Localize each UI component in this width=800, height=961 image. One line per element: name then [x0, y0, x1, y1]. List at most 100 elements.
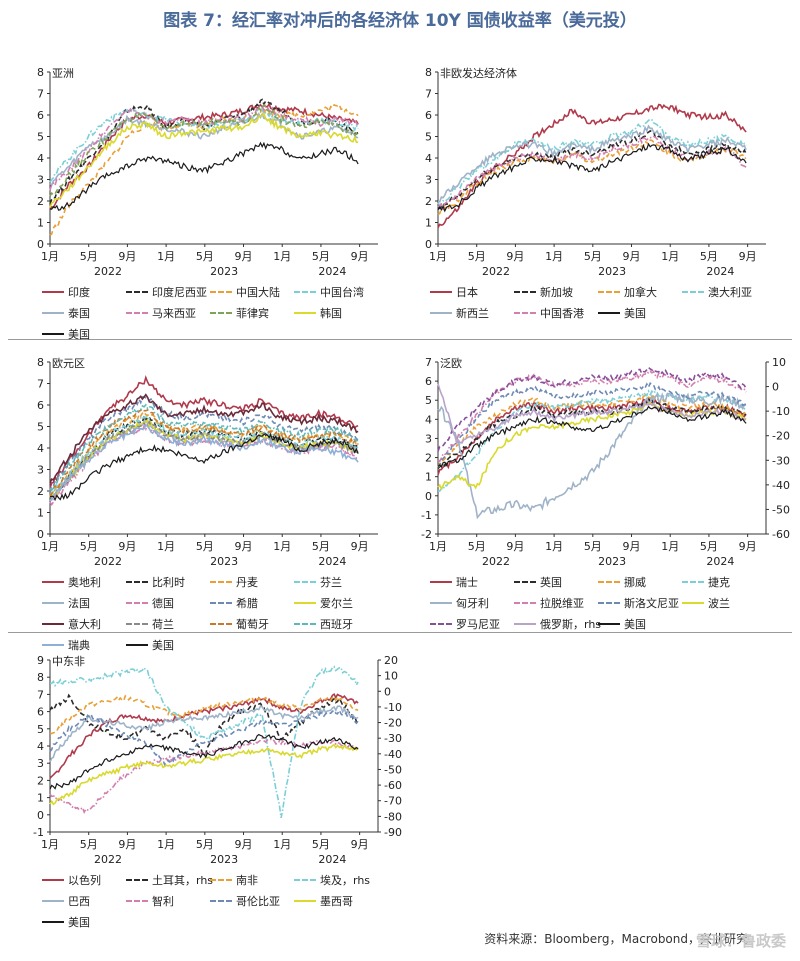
series-line: [437, 405, 747, 469]
legend-label: 美国: [68, 916, 90, 929]
series-line: [437, 124, 747, 203]
legend-swatch: [430, 312, 452, 314]
legend-label: 意大利: [68, 618, 101, 631]
y-tick-label: 5: [37, 723, 44, 736]
legend-label: 土耳其，rhs: [152, 874, 214, 887]
series-line: [437, 383, 747, 446]
legend-item: 南非: [210, 872, 258, 888]
x-tick-label: 1月: [273, 540, 291, 553]
legend-label: 哥伦比亚: [236, 895, 280, 908]
x-tick-label: 1月: [157, 250, 175, 263]
y-tick-label: 8: [37, 66, 44, 79]
x-tick-label: 9月: [623, 250, 641, 263]
series-line: [49, 415, 359, 496]
legend-label: 捷克: [708, 576, 730, 589]
x-tick-label: 9月: [351, 540, 369, 553]
legend-label: 中国香港: [540, 307, 584, 320]
divider-top: [8, 339, 792, 340]
series-line: [49, 103, 359, 236]
legend-item: 波兰: [682, 595, 730, 611]
legend-label: 韩国: [320, 307, 342, 320]
series-line: [49, 693, 359, 779]
legend-item: 瑞士: [430, 574, 478, 590]
legend-item: 新西兰: [430, 305, 489, 321]
y-tick-label: 1: [425, 471, 432, 484]
rhs-tick-label: -10: [772, 405, 790, 418]
legend-label: 巴西: [68, 895, 90, 908]
y-tick-label: 1: [425, 217, 432, 230]
series-line: [437, 398, 747, 476]
legend-label: 智利: [152, 895, 174, 908]
chart-title: 中东非: [52, 655, 85, 668]
x-tick-label: 5月: [584, 250, 602, 263]
y-tick-label: 2: [37, 195, 44, 208]
legend-swatch: [126, 312, 148, 314]
legend-label: 英国: [540, 576, 562, 589]
y-tick-label: 5: [425, 131, 432, 144]
x-tick-label: 5月: [80, 838, 98, 851]
legend-item: 英国: [514, 574, 562, 590]
series-line: [437, 139, 747, 216]
legend-label: 瑞典: [68, 639, 90, 652]
legend-label: 中国台湾: [320, 286, 364, 299]
x-tick-label: 5月: [700, 250, 718, 263]
series-line: [49, 418, 359, 499]
year-label: 2023: [598, 555, 626, 568]
x-tick-label: 5月: [80, 250, 98, 263]
x-tick-label: 1月: [273, 250, 291, 263]
y-tick-label: 3: [425, 174, 432, 187]
legend-item: 印度: [42, 284, 90, 300]
y-tick-label: 3: [37, 464, 44, 477]
legend-label: 埃及，rhs: [320, 874, 371, 887]
rhs-tick-label: -20: [384, 717, 402, 730]
legend-swatch: [42, 333, 64, 335]
legend-item: 奥地利: [42, 574, 101, 590]
year-label: 2023: [598, 265, 626, 278]
legend-swatch: [126, 900, 148, 902]
y-tick-label: 2: [37, 485, 44, 498]
legend-swatch: [210, 900, 232, 902]
legend-label: 挪威: [624, 576, 646, 589]
legend-item: 美国: [42, 914, 90, 930]
legend-swatch: [430, 581, 452, 583]
legend-swatch: [210, 623, 232, 625]
legend-item: 俄罗斯，rhs: [514, 616, 601, 632]
series-line: [49, 112, 359, 208]
legend-swatch: [42, 312, 64, 314]
x-tick-label: 9月: [623, 540, 641, 553]
x-tick-label: 5月: [312, 540, 330, 553]
y-tick-label: 6: [37, 706, 44, 719]
legend-swatch: [514, 602, 536, 604]
rhs-tick-label: -90: [384, 826, 402, 839]
legend-item: 比利时: [126, 574, 185, 590]
legend-label: 比利时: [152, 576, 185, 589]
legend-item: 德国: [126, 595, 174, 611]
legend-label: 美国: [624, 307, 646, 320]
series-line: [49, 108, 359, 183]
legend-item: 中国香港: [514, 305, 584, 321]
legend-item: 法国: [42, 595, 90, 611]
y-tick-label: 4: [37, 442, 44, 455]
legend-item: 新加坡: [514, 284, 573, 300]
legend-item: 爱尔兰: [294, 595, 353, 611]
y-tick-label: 1: [37, 217, 44, 230]
legend-label: 芬兰: [320, 576, 342, 589]
x-tick-label: 1月: [41, 250, 59, 263]
legend-label: 墨西哥: [320, 895, 353, 908]
x-tick-label: 5月: [468, 250, 486, 263]
year-label: 2023: [210, 265, 238, 278]
x-tick-label: 5月: [196, 540, 214, 553]
series-line: [50, 423, 359, 501]
legend-item: 希腊: [210, 595, 258, 611]
x-tick-label: 5月: [468, 540, 486, 553]
legend-swatch: [42, 623, 64, 625]
year-label: 2024: [318, 555, 346, 568]
legend-label: 法国: [68, 597, 90, 610]
legend-item: 匈牙利: [430, 595, 489, 611]
x-tick-label: 5月: [584, 540, 602, 553]
legend-label: 匈牙利: [456, 597, 489, 610]
legend-swatch: [126, 581, 148, 583]
x-tick-label: 1月: [545, 540, 563, 553]
x-tick-label: 9月: [235, 838, 253, 851]
